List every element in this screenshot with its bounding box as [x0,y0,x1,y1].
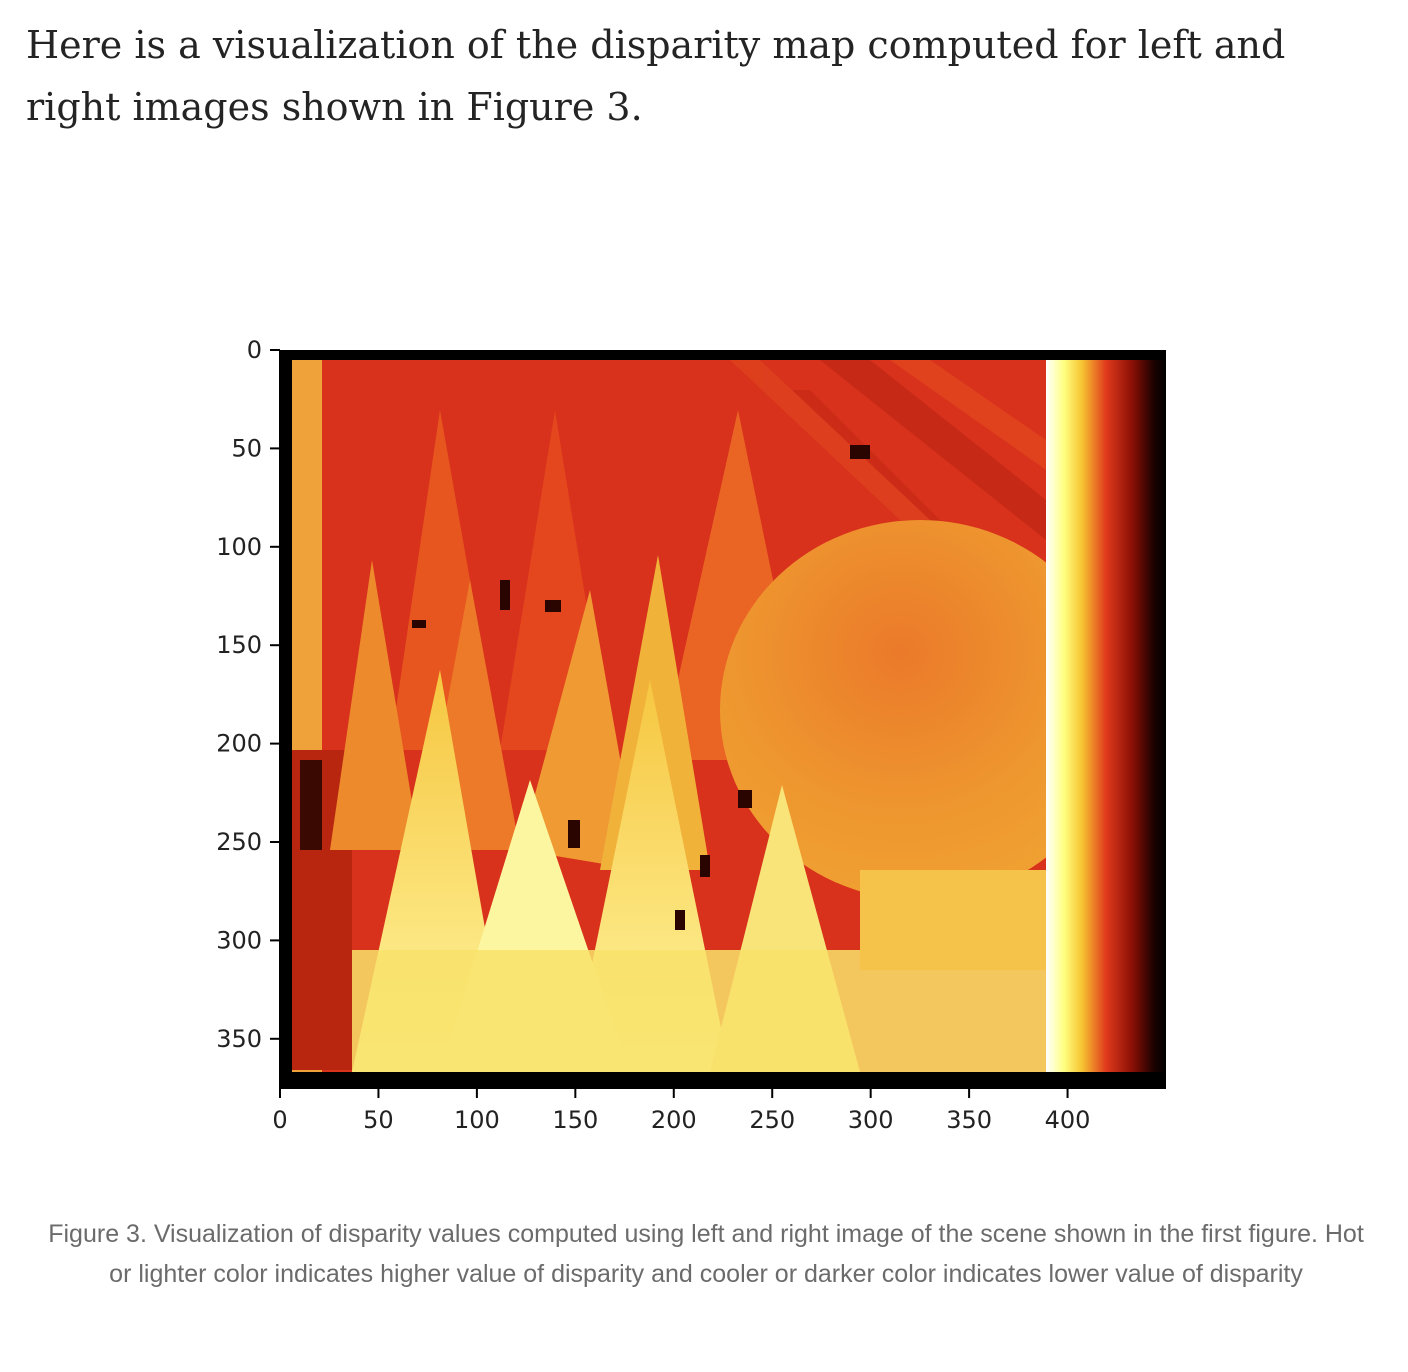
region-cone-mid-1 [330,560,420,850]
region-right-band [1046,360,1166,1072]
x-tick-label: 100 [454,1106,500,1134]
figure-caption: Figure 3. Visualization of disparity val… [48,1220,1364,1288]
x-tick-label: 400 [1045,1106,1091,1134]
x-tick-label: 50 [363,1106,394,1134]
region-cone-mid-3 [520,590,640,870]
disparity-heatmap-chart: 0 50 100 150 200 250 300 350 400 0 50 100 150 200 250 3… [216,336,1166,1134]
y-tick-label: 350 [216,1025,262,1053]
x-tick-label: 200 [651,1106,697,1134]
region-floor [352,950,1046,1072]
x-tick-label: 250 [749,1106,795,1134]
y-tick-label: 100 [216,533,262,561]
heatmap-axes: 0 50 100 150 200 250 300 350 400 0 50 100 150 200 250 3… [216,336,1166,1134]
region-floor-right [860,870,1046,970]
region-sphere [720,520,1120,900]
y-tick-label: 200 [216,730,262,758]
heatmap-image [292,360,1166,1072]
y-tick-label: 50 [231,434,262,462]
intro-paragraph: Here is a visualization of the disparity… [26,23,1286,129]
y-tick-label: 250 [216,828,262,856]
x-tick-label: 0 [272,1106,287,1134]
x-tick-label: 350 [946,1106,992,1134]
y-tick-label: 150 [216,631,262,659]
region-noise-specks [412,445,870,930]
y-tick-label: 300 [216,926,262,954]
y-tick-label: 0 [247,336,262,364]
x-tick-label: 150 [552,1106,598,1134]
disparity-figure: 0 50 100 150 200 250 300 350 400 0 50 100 150 200 250 3… [170,330,1190,1150]
region-left-shadow [300,760,322,850]
x-tick-label: 300 [848,1106,894,1134]
